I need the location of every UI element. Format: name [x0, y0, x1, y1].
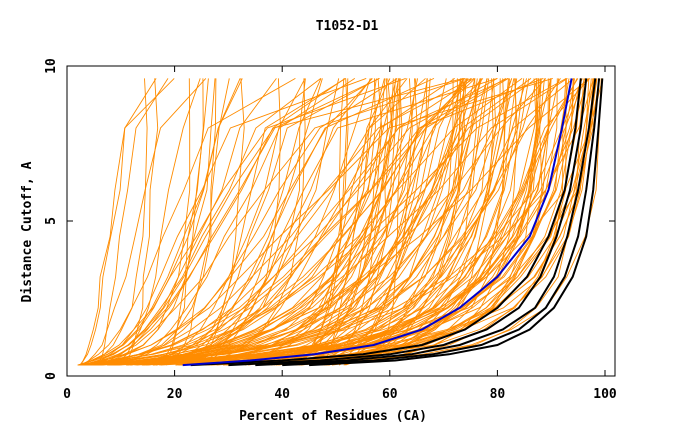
model-curve	[99, 78, 428, 366]
model-curve	[113, 78, 398, 366]
model-curve	[113, 78, 201, 366]
model-curve	[156, 78, 372, 366]
model-curve	[78, 78, 594, 366]
x-axis-label: Percent of Residues (CA)	[239, 409, 427, 424]
model-curve	[200, 78, 455, 366]
x-tick-label: 0	[63, 387, 71, 402]
model-curve	[114, 78, 598, 366]
model-curve	[299, 78, 426, 366]
x-tick-label: 20	[167, 387, 183, 402]
model-curve	[78, 78, 583, 366]
model-curve	[92, 77, 380, 366]
model-curve	[80, 78, 157, 366]
model-curve	[205, 78, 401, 366]
highlighted-curve	[182, 78, 573, 367]
model-curve	[121, 78, 159, 366]
reference-curves	[190, 78, 604, 367]
model-curve	[271, 78, 393, 366]
x-tick-label: 40	[274, 387, 290, 402]
y-tick-label: 10	[44, 58, 59, 74]
x-tick-label: 80	[490, 387, 506, 402]
model-curve	[79, 78, 175, 366]
model-curve	[141, 78, 478, 366]
model-curve	[80, 78, 507, 366]
model-curve	[82, 78, 207, 366]
model-curve	[97, 78, 169, 366]
model-curve	[145, 78, 399, 366]
model-curve	[77, 78, 346, 366]
model-curve	[266, 78, 595, 366]
model-curve	[77, 78, 243, 366]
reference-curve	[255, 78, 597, 367]
model-curve	[77, 78, 397, 366]
model-curve	[210, 78, 567, 366]
model-curve	[100, 78, 574, 366]
reference-curve	[309, 78, 604, 367]
x-tick-label: 60	[382, 387, 398, 402]
model-curve	[79, 78, 148, 366]
model-curve	[198, 77, 435, 366]
x-tick-label: 100	[593, 387, 617, 402]
model-curve	[82, 78, 277, 366]
chart-title: T1052-D1	[316, 19, 379, 34]
y-tick-label: 0	[44, 372, 59, 380]
y-axis-label: Distance Cutoff, A	[20, 161, 35, 302]
model-curves-bundle	[77, 77, 604, 366]
y-tick-label: 5	[44, 217, 59, 225]
reference-curve	[228, 78, 588, 367]
model-curve	[88, 78, 513, 366]
reference-curve	[282, 78, 601, 367]
highlight-curve	[182, 78, 573, 367]
model-curve	[78, 78, 400, 366]
model-curve	[265, 78, 528, 366]
axis-ticks: 0 20 40 60 80 100 0 5 10	[44, 58, 617, 402]
model-curve	[82, 78, 537, 366]
model-curve	[201, 77, 498, 366]
model-curve	[85, 77, 466, 366]
model-curve	[108, 78, 568, 366]
reference-curve	[190, 78, 582, 367]
